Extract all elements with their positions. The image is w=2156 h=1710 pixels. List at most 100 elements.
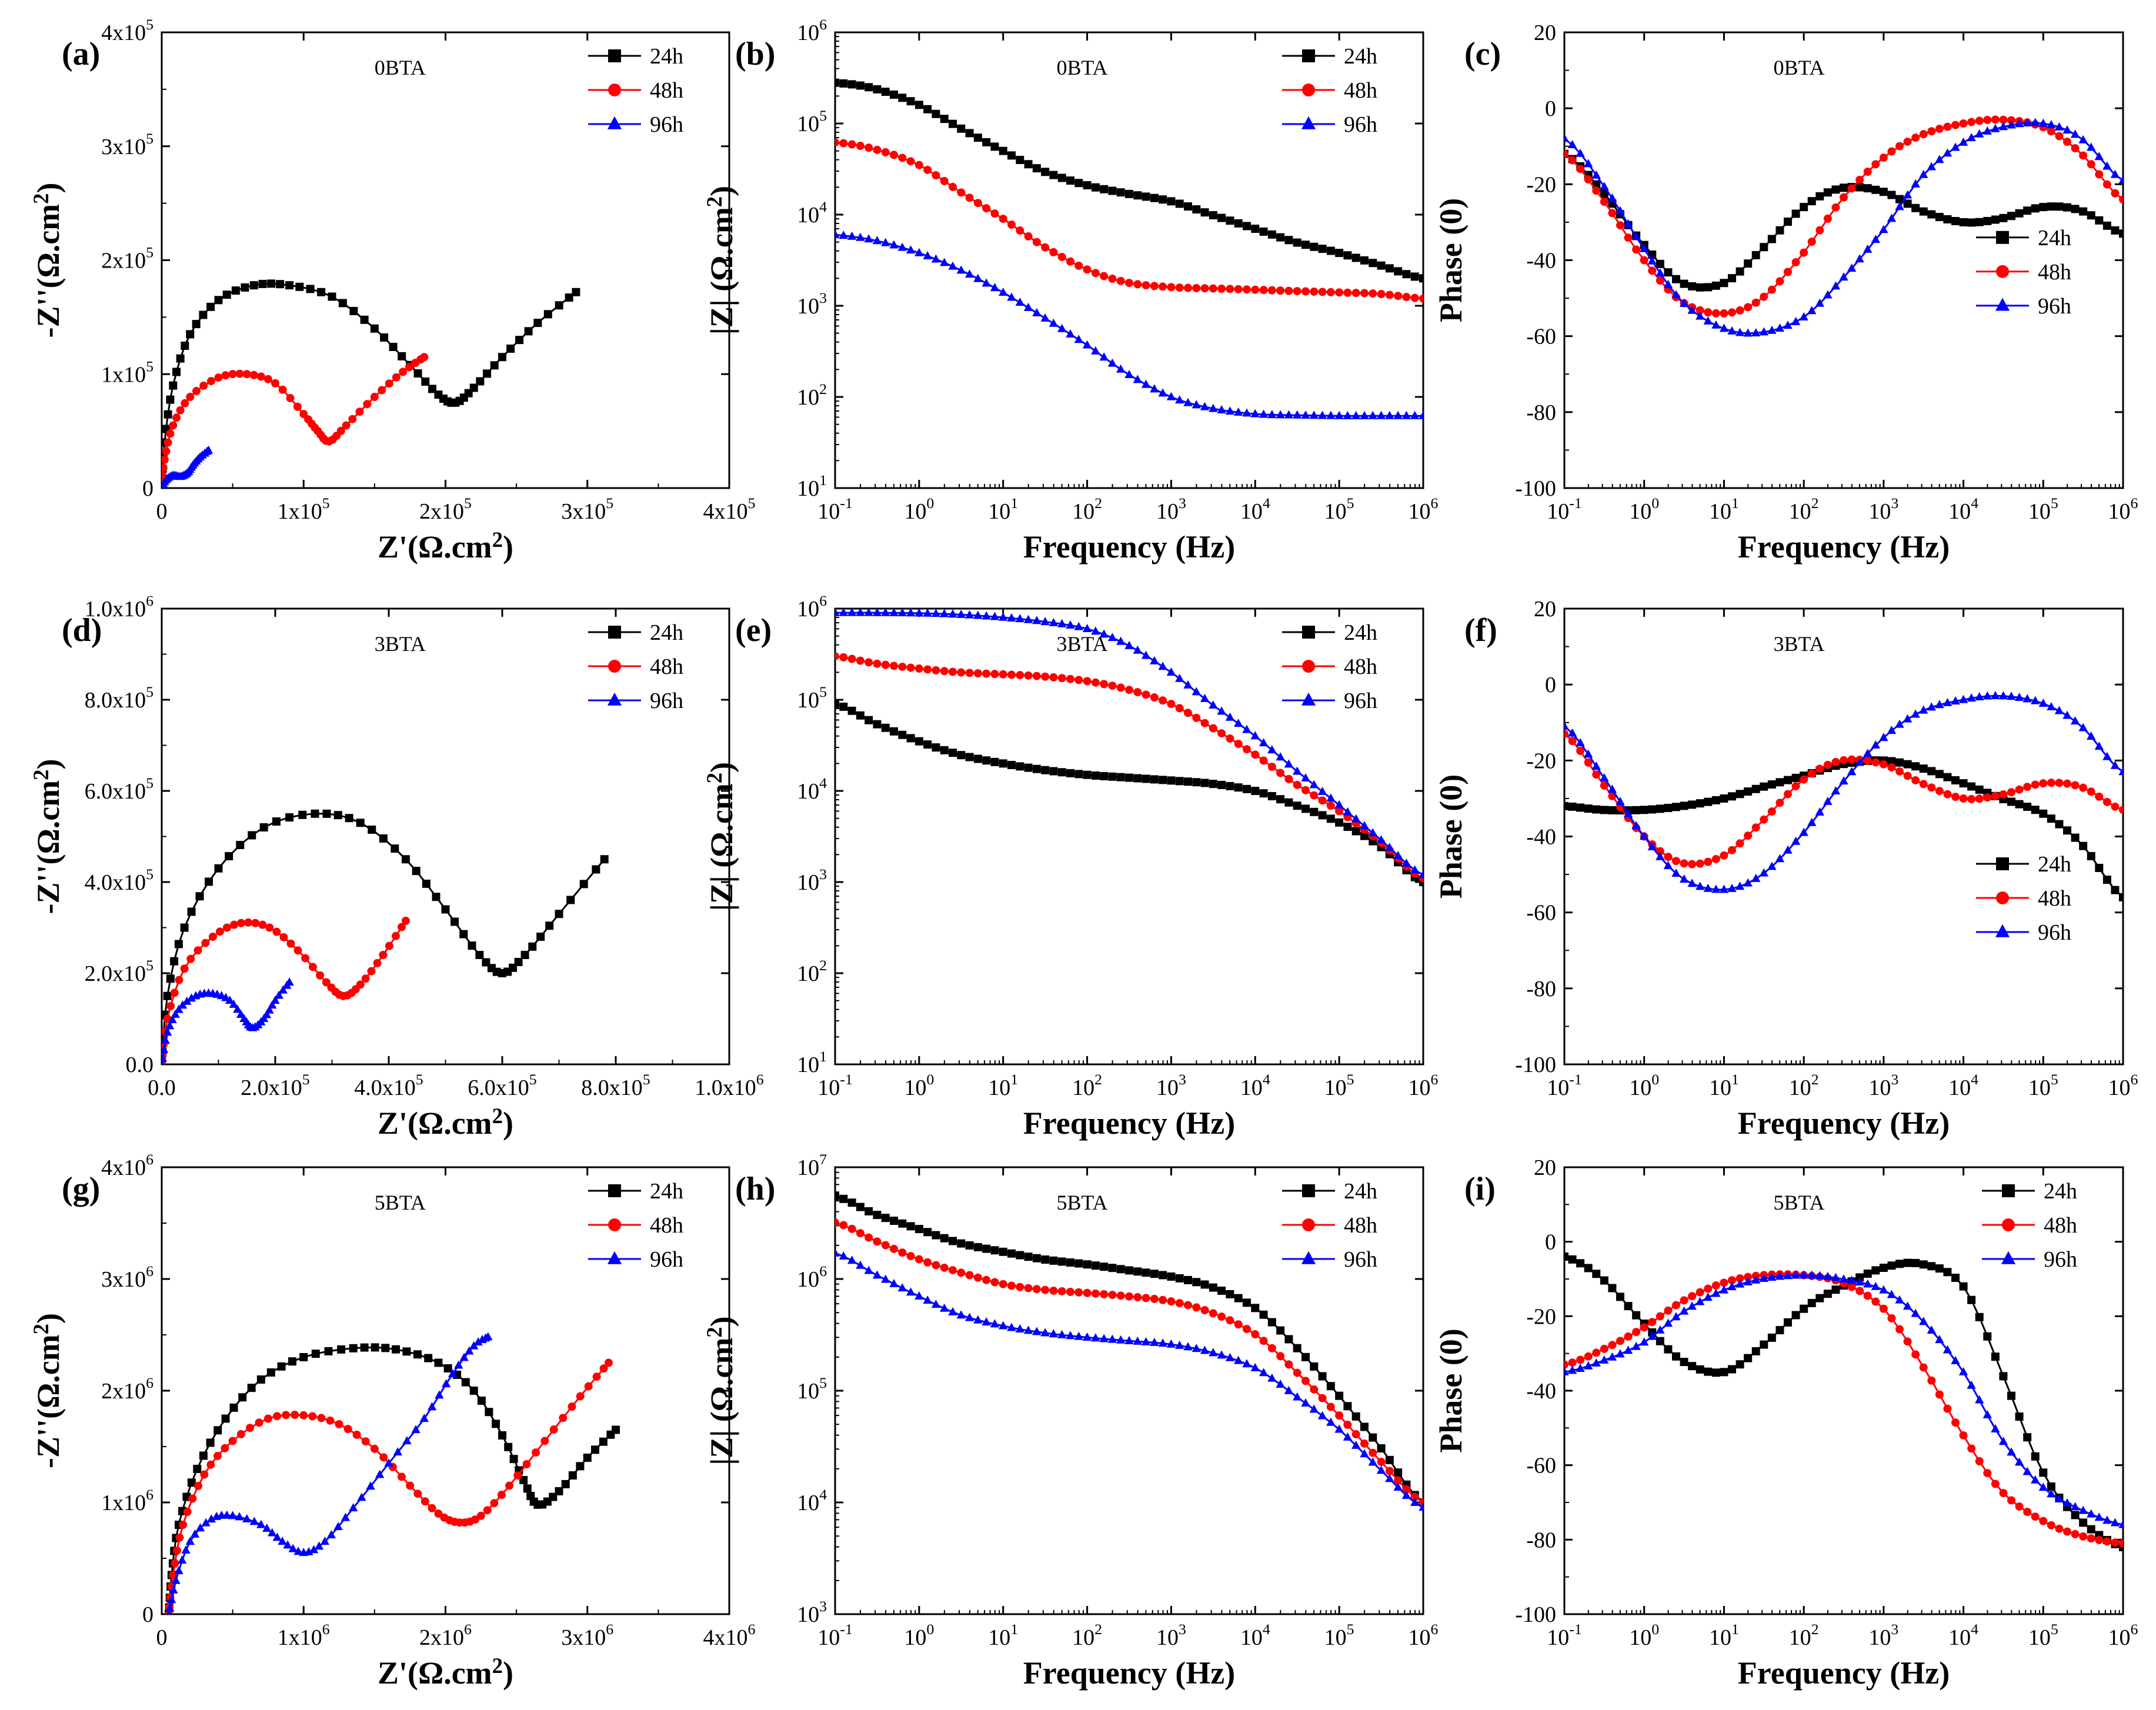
data-point-24h (1751, 1347, 1760, 1355)
x-tick-label: 106 (1409, 495, 1439, 524)
data-point-96h (1998, 1437, 2008, 1445)
data-point-48h (568, 1402, 576, 1411)
data-point-96h (1326, 1417, 1336, 1426)
data-point-96h (1607, 193, 1617, 202)
x-tick-label: 8.0x105 (581, 1071, 650, 1100)
data-point-96h (190, 1529, 200, 1538)
series-line-24h (168, 1346, 617, 1614)
data-point-24h (1919, 207, 1928, 216)
data-point-24h (285, 813, 294, 822)
data-point-48h (1293, 287, 1301, 296)
data-point-24h (1284, 1335, 1293, 1344)
data-point-96h (2007, 120, 2016, 129)
data-point-48h (1125, 1292, 1133, 1301)
y-tick-label: 0 (1545, 673, 1556, 697)
data-point-24h (1640, 806, 1648, 814)
data-point-96h (1032, 616, 1042, 624)
data-point-24h (1066, 176, 1074, 185)
data-point-96h (1584, 159, 1593, 168)
data-point-24h (1576, 803, 1585, 812)
data-point-48h (206, 377, 215, 386)
data-point-48h (200, 1470, 209, 1479)
series-line-48h (162, 356, 425, 488)
data-point-96h (1719, 323, 1729, 332)
data-point-24h (299, 1353, 308, 1361)
data-point-48h (2087, 160, 2095, 169)
data-point-96h (1671, 290, 1681, 299)
data-point-96h (1040, 617, 1050, 626)
data-point-48h (428, 1504, 436, 1512)
data-point-24h (1217, 780, 1226, 789)
data-point-48h (352, 1430, 361, 1439)
data-point-96h (1217, 706, 1226, 715)
data-point-24h (1293, 801, 1301, 810)
panel-c: 10-1 100 101 102 103 104 105 106-100-80-60-40-2… (1433, 21, 2138, 565)
data-point-48h (336, 426, 345, 435)
data-point-48h (1935, 125, 1944, 133)
data-point-48h (1879, 760, 1888, 769)
data-point-24h (1911, 1258, 1920, 1267)
y-tick-label: 0 (1545, 96, 1556, 121)
data-point-48h (367, 967, 376, 976)
data-point-48h (2087, 787, 2095, 796)
data-point-48h (2102, 180, 2111, 189)
data-point-48h (1564, 730, 1568, 739)
data-point-96h (1107, 633, 1117, 642)
data-point-48h (965, 669, 974, 677)
data-point-48h (957, 668, 966, 677)
data-point-24h (1310, 1362, 1319, 1371)
data-point-24h (1975, 785, 1984, 794)
data-point-48h (1007, 670, 1016, 679)
data-point-48h (175, 1533, 184, 1542)
data-point-96h (1991, 123, 2000, 132)
data-point-24h (349, 306, 358, 315)
data-point-48h (835, 1218, 839, 1227)
data-point-96h (1919, 705, 1928, 714)
data-point-24h (1840, 183, 1848, 192)
data-point-48h (1688, 860, 1697, 869)
data-point-24h (1150, 193, 1159, 202)
data-point-48h (1711, 309, 1720, 318)
y-tick-label: -80 (1526, 977, 1556, 1001)
y-axis-label: Phase (0) (1433, 774, 1469, 899)
data-point-48h (413, 1489, 422, 1498)
data-point-24h (1879, 1264, 1888, 1272)
data-point-24h (1903, 760, 1912, 769)
data-point-96h (384, 1458, 393, 1467)
data-point-24h (1217, 213, 1226, 222)
data-point-24h (498, 1431, 506, 1440)
data-point-48h (965, 1271, 974, 1280)
data-point-48h (405, 363, 413, 372)
data-point-24h (413, 1350, 422, 1359)
data-point-48h (559, 1414, 568, 1422)
data-point-96h (1234, 407, 1243, 416)
data-point-96h (1711, 884, 1721, 893)
data-point-96h (2094, 152, 2104, 161)
legend-marker-24h (2002, 1184, 2015, 1197)
data-point-96h (1360, 821, 1369, 830)
data-point-48h (1083, 265, 1092, 274)
data-point-24h (360, 1343, 369, 1352)
data-point-96h (835, 609, 840, 616)
data-point-48h (1975, 794, 1984, 803)
legend-label-48h: 48h (1344, 78, 1377, 103)
data-point-24h (236, 841, 245, 850)
data-point-48h (890, 151, 898, 159)
data-point-96h (940, 258, 949, 266)
data-point-24h (1983, 216, 1992, 225)
data-point-48h (1879, 153, 1888, 162)
panel-label: (e) (735, 612, 772, 649)
y-tick-label: -20 (1526, 172, 1556, 197)
data-point-24h (483, 369, 492, 378)
legend-marker-96h (1995, 298, 2010, 311)
data-point-96h (973, 273, 983, 282)
data-point-24h (555, 301, 563, 310)
data-point-96h (1711, 320, 1721, 329)
y-tick-label: 0 (142, 1602, 153, 1627)
data-point-96h (1839, 272, 1848, 281)
legend-marker-24h (1302, 49, 1315, 62)
chart-title: 3BTA (1773, 632, 1824, 656)
data-point-48h (957, 188, 966, 197)
data-point-24h (1863, 184, 1872, 193)
